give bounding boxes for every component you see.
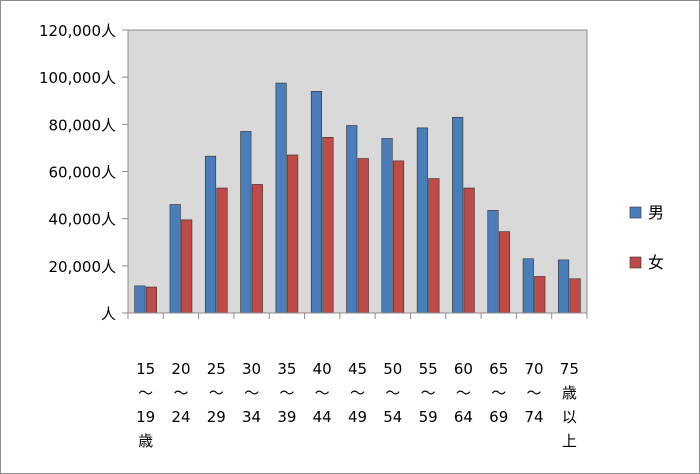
category-label-0: 15 〜 19 歳: [136, 360, 155, 450]
bar-male-6: [346, 125, 358, 314]
category-label-12-part-3: 上: [562, 432, 577, 450]
category-label-10-part-1: 〜: [491, 384, 506, 402]
category-label-9-part-1: 〜: [456, 384, 471, 402]
category-label-1-part-1: 〜: [173, 384, 188, 402]
category-label-6-part-1: 〜: [350, 384, 365, 402]
category-label-1: 20 〜 24: [171, 360, 190, 426]
bar-female-11: [534, 276, 546, 314]
category-label-4: 35 〜 39: [277, 360, 296, 426]
category-label-8: 55 〜 59: [419, 360, 438, 426]
bar-female-4: [287, 154, 299, 314]
category-label-11-part-1: 〜: [527, 384, 542, 402]
bar-male-12: [558, 259, 570, 314]
y-tick-label-3: 60,000人: [49, 164, 117, 182]
category-label-0-part-3: 歳: [138, 432, 153, 450]
legend-swatch-female: [629, 256, 642, 269]
category-label-0-part-0: 15: [136, 360, 155, 378]
category-label-12-part-1: 歳: [562, 384, 577, 402]
category-label-6: 45 〜 49: [348, 360, 367, 426]
category-label-4-part-2: 39: [277, 408, 296, 426]
bar-female-8: [428, 178, 440, 314]
legend-label-female: 女: [648, 253, 664, 272]
category-label-7-part-1: 〜: [385, 384, 400, 402]
category-label-4-part-1: 〜: [279, 384, 294, 402]
category-label-7-part-2: 54: [383, 408, 402, 426]
bar-male-1: [169, 204, 181, 314]
bar-male-7: [381, 138, 393, 314]
category-label-4-part-0: 35: [277, 360, 296, 378]
y-tick-label-4: 80,000人: [49, 116, 117, 134]
y-tick-label-5: 100,000人: [39, 69, 116, 87]
category-label-2-part-1: 〜: [209, 384, 224, 402]
bar-female-2: [216, 187, 228, 314]
y-tick-label-2: 40,000人: [49, 211, 117, 229]
category-label-2-part-0: 25: [207, 360, 226, 378]
category-label-9: 60 〜 64: [454, 360, 473, 426]
bar-male-4: [275, 82, 287, 314]
category-label-2-part-2: 29: [207, 408, 226, 426]
bar-female-10: [498, 231, 511, 314]
bar-male-9: [452, 116, 464, 314]
y-tick-label-6: 120,000人: [39, 22, 116, 40]
category-label-3-part-1: 〜: [244, 384, 259, 402]
category-label-12-part-0: 75: [560, 360, 579, 378]
bar-female-1: [181, 219, 193, 314]
bar-female-7: [393, 160, 405, 314]
category-label-12-part-2: 以: [562, 408, 577, 426]
category-label-11-part-0: 70: [524, 360, 543, 378]
category-label-2: 25 〜 29: [207, 360, 226, 426]
bar-male-0: [134, 285, 146, 314]
legend-label-male: 男: [648, 203, 664, 222]
category-label-5-part-2: 44: [313, 408, 332, 426]
category-label-11: 70 〜 74: [524, 360, 543, 426]
category-label-0-part-1: 〜: [138, 384, 153, 402]
y-tick-label-1: 20,000人: [49, 258, 117, 276]
category-label-11-part-2: 74: [524, 408, 543, 426]
category-label-10-part-2: 69: [489, 408, 508, 426]
category-label-9-part-0: 60: [454, 360, 473, 378]
bar-female-5: [322, 137, 334, 314]
category-label-8-part-2: 59: [419, 408, 438, 426]
plot-area: [127, 29, 588, 314]
category-label-3: 30 〜 34: [242, 360, 261, 426]
category-label-7-part-0: 50: [383, 360, 402, 378]
category-label-3-part-0: 30: [242, 360, 261, 378]
category-label-9-part-2: 64: [454, 408, 473, 426]
category-label-1-part-2: 24: [171, 408, 190, 426]
bar-female-3: [251, 184, 263, 314]
bar-male-11: [522, 258, 534, 314]
category-label-7: 50 〜 54: [383, 360, 402, 426]
category-label-8-part-1: 〜: [421, 384, 436, 402]
bar-male-8: [416, 127, 428, 314]
category-label-5-part-0: 40: [313, 360, 332, 378]
bar-female-12: [569, 278, 581, 314]
bar-male-5: [310, 91, 322, 314]
legend-swatch-male: [629, 206, 642, 219]
category-label-5: 40 〜 44: [313, 360, 332, 426]
bar-female-6: [357, 158, 369, 314]
y-tick-label-0: 人: [101, 305, 116, 323]
category-label-6-part-2: 49: [348, 408, 367, 426]
category-label-10-part-0: 65: [489, 360, 508, 378]
bar-male-2: [204, 155, 217, 314]
bar-male-10: [487, 210, 499, 314]
category-label-10: 65 〜 69: [489, 360, 508, 426]
category-label-12: 75 歳以上: [560, 360, 579, 450]
category-label-5-part-1: 〜: [315, 384, 330, 402]
category-label-0-part-2: 19: [136, 408, 155, 426]
category-label-8-part-0: 55: [419, 360, 438, 378]
category-label-1-part-0: 20: [171, 360, 190, 378]
category-label-6-part-0: 45: [348, 360, 367, 378]
category-label-3-part-2: 34: [242, 408, 261, 426]
bar-female-0: [145, 286, 157, 314]
bar-female-9: [463, 187, 475, 314]
bar-male-3: [240, 131, 252, 314]
